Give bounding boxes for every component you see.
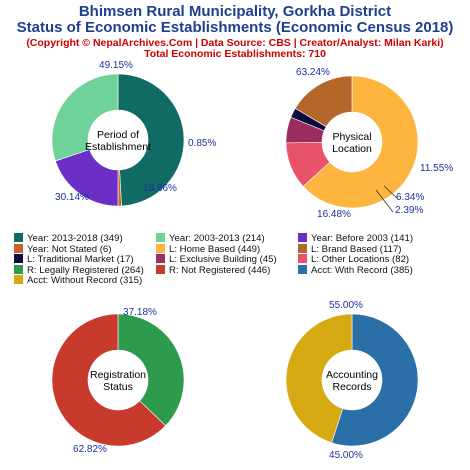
legend-swatch: [14, 264, 23, 274]
donut-center: [88, 110, 148, 170]
legend-item: Acct: Without Record (315): [14, 275, 142, 286]
donut-center-label: Registration: [90, 369, 146, 381]
legend-label: R: Legally Registered (264): [27, 264, 144, 276]
donut-center-label: Accounting: [326, 369, 378, 381]
legend-swatch: [298, 243, 307, 253]
legend-label: L: Other Locations (82): [311, 254, 410, 266]
total-establishments-subtitle: Total Economic Establishments: 710: [144, 48, 326, 60]
slice-percent-label: 49.15%: [99, 60, 133, 71]
legend-label: L: Exclusive Building (45): [169, 254, 277, 266]
legend-swatch: [14, 233, 23, 242]
legend-item: R: Not Registered (446): [156, 264, 271, 276]
legend-swatch: [156, 233, 165, 242]
slice-percent-label: 37.18%: [123, 307, 157, 318]
donut-center-label: Period of: [97, 129, 139, 141]
donut-center: [322, 112, 382, 172]
slice-percent-label: 19.86%: [143, 183, 177, 194]
legend-item: Year: Before 2003 (141): [298, 233, 413, 244]
legend-swatch: [14, 275, 23, 285]
legend-label: Year: 2013-2018 (349): [27, 233, 123, 244]
legend-item: Year: 2003-2013 (214): [156, 233, 265, 244]
legend-label: Year: Not Stated (6): [27, 243, 112, 255]
legend-swatch: [298, 233, 307, 242]
donut-center-label: Location: [332, 143, 372, 155]
legend-label: Year: Before 2003 (141): [311, 233, 414, 244]
slice-percent-label: 45.00%: [329, 450, 363, 461]
legend-item: Acct: With Record (385): [298, 264, 413, 276]
legend-item: L: Brand Based (117): [298, 243, 402, 255]
donut-center: [88, 350, 148, 410]
legend-item: L: Other Locations (82): [298, 254, 409, 265]
legend-item: R: Legally Registered (264): [14, 264, 144, 276]
donut-center-label: Records: [332, 381, 371, 393]
legend-swatch: [298, 264, 307, 274]
slice-percent-label: 2.39%: [395, 205, 423, 216]
donut-center: [322, 350, 382, 410]
chart-title-line1: Bhimsen Rural Municipality, Gorkha Distr…: [78, 3, 392, 20]
slice-percent-label: 62.82%: [73, 444, 107, 455]
donut-center-label: Status: [103, 381, 133, 393]
slice-percent-label: 11.55%: [420, 163, 453, 174]
slice-percent-label: 30.14%: [55, 192, 89, 203]
slice-percent-label: 6.34%: [396, 192, 424, 203]
legend-swatch: [156, 254, 165, 264]
slice-percent-label: 63.24%: [296, 67, 330, 78]
legend-label: Acct: Without Record (315): [27, 275, 143, 287]
legend-item: L: Exclusive Building (45): [156, 254, 277, 265]
legend-item: L: Traditional Market (17): [14, 254, 134, 265]
legend-label: Year: 2003-2013 (214): [169, 233, 265, 244]
donut-slice: [294, 75, 353, 128]
legend-swatch: [298, 254, 307, 264]
legend-label: L: Traditional Market (17): [27, 254, 134, 266]
slice-percent-label: 55.00%: [329, 300, 363, 311]
copyright-subtitle: (Copyright © NepalArchives.Com | Data So…: [26, 37, 444, 49]
chart-title-line2: Status of Economic Establishments (Econo…: [16, 19, 454, 36]
legend-swatch: [156, 243, 165, 253]
legend-item: Year: 2013-2018 (349): [14, 233, 123, 244]
legend-label: L: Home Based (449): [169, 243, 261, 255]
legend-item: L: Home Based (449): [156, 243, 261, 255]
legend-label: L: Brand Based (117): [311, 243, 402, 255]
donut-center-label: Physical: [332, 131, 371, 143]
donut-center-label: Establishment: [85, 141, 151, 153]
legend-item: Year: Not Stated (6): [14, 243, 112, 255]
slice-percent-label: 16.48%: [317, 209, 351, 220]
slice-percent-label: 0.85%: [188, 138, 216, 149]
leader-line: [375, 189, 394, 213]
legend-swatch: [156, 264, 165, 274]
legend-label: Acct: With Record (385): [311, 264, 413, 276]
legend-label: R: Not Registered (446): [169, 264, 271, 276]
legend-swatch: [14, 254, 23, 264]
leader-line: [383, 185, 399, 200]
legend-swatch: [14, 243, 23, 253]
